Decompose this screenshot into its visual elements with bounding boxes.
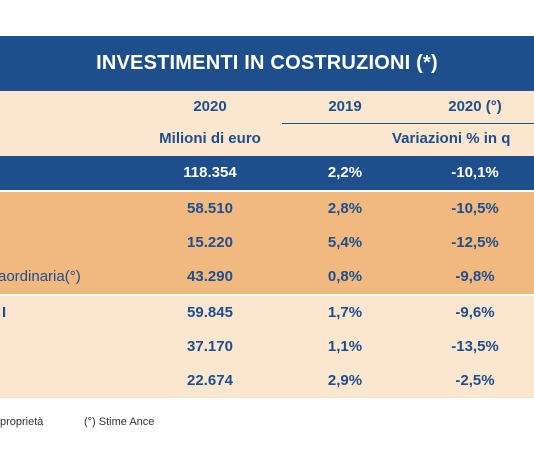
cell-variation-2019: 2,2%	[327, 164, 363, 181]
cell-variation-2019: 1,1%	[327, 338, 363, 355]
cell-variation-2019: 5,4%	[327, 234, 363, 251]
footnote-estimates: (°) Stime Ance	[84, 416, 155, 428]
table-row: 58.510 2,8% -10,5%	[0, 192, 534, 226]
cell-variation-2020: -12,5%	[451, 234, 499, 251]
row-separator	[0, 294, 534, 296]
table-row: 22.674 2,9% -2,5%	[0, 364, 534, 398]
cell-value-2020: 58.510	[187, 200, 233, 217]
cell-value-2020: 59.845	[187, 304, 233, 321]
cell-value-2020: 118.354	[183, 164, 237, 181]
cell-variation-2020: -13,5%	[451, 338, 499, 355]
cell-variation-2020: -9,6%	[455, 304, 495, 321]
cell-variation-2019: 1,7%	[327, 304, 363, 321]
row-label: I	[2, 304, 7, 321]
table-row: 118.354 2,2% -10,1%	[0, 156, 534, 190]
column-header-2019: 2019	[328, 98, 362, 115]
cell-variation-2019: 2,9%	[327, 372, 363, 389]
cell-variation-2019: 2,8%	[327, 200, 363, 217]
cell-variation-2020: -10,1%	[451, 164, 499, 181]
cell-value-2020: 43.290	[187, 268, 233, 285]
unit-label-millions: Milioni di euro	[159, 130, 261, 147]
cell-variation-2020: -10,5%	[451, 200, 499, 217]
header-rule	[282, 123, 534, 124]
unit-label-variation: Variazioni % in q	[392, 130, 511, 147]
cell-variation-2019: 0,8%	[327, 268, 363, 285]
cell-value-2020: 15.220	[187, 234, 233, 251]
title-bar	[0, 36, 534, 91]
column-header-2020: 2020	[193, 98, 227, 115]
cell-variation-2020: -9,8%	[455, 268, 495, 285]
cell-variation-2020: -2,5%	[455, 372, 495, 389]
cell-value-2020: 37.170	[187, 338, 233, 355]
row-label: aordinaria(°)	[0, 268, 81, 285]
table-row: aordinaria(°) 43.290 0,8% -9,8%	[0, 260, 534, 294]
table-row: 15.220 5,4% -12,5%	[0, 226, 534, 260]
cell-value-2020: 22.674	[187, 372, 233, 389]
table-row: I 59.845 1,7% -9,6%	[0, 296, 534, 330]
column-header-2020-estimate: 2020 (°)	[448, 98, 502, 115]
table-title: INVESTIMENTI IN COSTRUZIONI (*)	[96, 52, 438, 74]
row-separator	[0, 190, 534, 192]
footnote-ownership: proprietà	[0, 416, 44, 428]
table-row: 37.170 1,1% -13,5%	[0, 330, 534, 364]
